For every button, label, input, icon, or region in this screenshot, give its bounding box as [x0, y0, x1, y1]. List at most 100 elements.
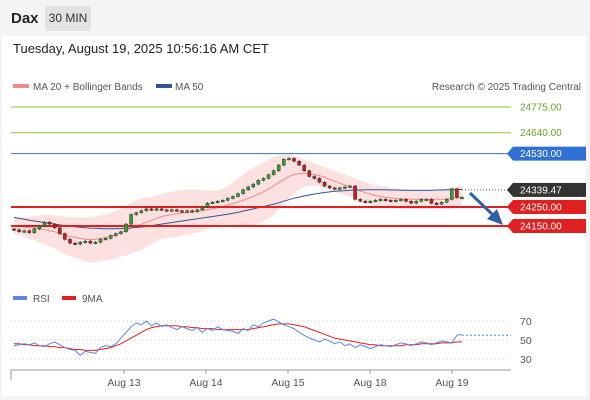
- candle-body: [159, 208, 164, 211]
- x-tick-label: Aug 13: [107, 377, 140, 389]
- candle-body: [185, 210, 189, 213]
- candle-body: [343, 186, 347, 189]
- bollinger-bands: [14, 154, 462, 263]
- x-tick-label: Aug 15: [271, 377, 304, 389]
- bollinger-band-fill: [14, 154, 462, 263]
- x-tick-label: Aug 14: [189, 377, 222, 389]
- candle-body: [73, 242, 77, 245]
- candle-body: [266, 174, 271, 179]
- candle-body: [170, 209, 174, 212]
- candle-body: [195, 209, 200, 212]
- forecast-arrow-shaft: [468, 191, 495, 217]
- level-label-pointer-24250.00: [507, 199, 513, 214]
- candle-body: [373, 200, 378, 202]
- candle-body: [190, 210, 194, 213]
- candle-body: [353, 185, 357, 200]
- candle-body: [378, 199, 383, 202]
- candle-body: [108, 235, 113, 239]
- candle-body: [332, 187, 337, 190]
- level-label-bg-24339.47: [513, 182, 586, 197]
- rsi-panel: 70 50 30: [11, 316, 532, 366]
- candle-body: [154, 208, 159, 211]
- level-label-24530.00: 24530.00: [520, 149, 562, 160]
- level-label-24775.00: 24775.00: [520, 103, 562, 114]
- candle-body: [455, 188, 459, 198]
- chart-datetime: Tuesday, August 19, 2025 10:56:16 AM CET: [13, 41, 269, 56]
- candle-body: [409, 201, 413, 204]
- candle-body: [246, 186, 250, 191]
- candle-body: [271, 170, 276, 175]
- candle-body: [78, 241, 82, 245]
- instrument-title: Dax: [11, 10, 39, 27]
- rsi-legend-swatch: [13, 296, 27, 300]
- ma50-legend-label: MA 50: [175, 82, 204, 93]
- candle-body: [27, 230, 32, 233]
- candle-body: [297, 161, 301, 166]
- candle-body: [251, 183, 256, 188]
- candle-body: [424, 199, 429, 202]
- timeframe-button[interactable]: 30 MIN: [45, 6, 91, 31]
- candles: [12, 157, 464, 246]
- candle-body: [175, 209, 179, 212]
- candle-body: [348, 185, 352, 188]
- candle-body: [32, 228, 37, 233]
- candle-body: [88, 241, 93, 244]
- level-label-24640.00: 24640.00: [520, 128, 562, 139]
- level-label-bg-24530.00: [513, 146, 586, 161]
- candle-body: [394, 200, 398, 202]
- candle-body: [200, 206, 205, 211]
- candle-body: [119, 231, 123, 234]
- candle-body: [17, 229, 21, 232]
- header-bar: Dax 30 MIN: [0, 0, 590, 36]
- level-label-24150.00: 24150.00: [520, 222, 562, 233]
- forecast-arrow-head: [487, 209, 503, 225]
- rsi-ma-line: [14, 323, 462, 351]
- candle-body: [241, 189, 245, 194]
- rsi-tick-50: 50: [520, 335, 532, 347]
- candle-body: [236, 193, 240, 197]
- candle-body: [261, 178, 266, 181]
- candle-body: [114, 233, 118, 236]
- candle-body: [327, 185, 332, 189]
- candle-body: [22, 230, 26, 233]
- candle-body: [429, 199, 434, 204]
- candle-body: [210, 201, 215, 204]
- candle-body: [37, 225, 42, 230]
- level-label-bg-24150.00: [513, 219, 586, 233]
- candle-body: [399, 199, 403, 202]
- candle-body: [220, 200, 225, 202]
- moving-average-lines: [13, 172, 463, 241]
- candle-body: [98, 239, 103, 243]
- candle-body: [282, 159, 286, 166]
- rsi-ma-legend-label: 9MA: [82, 294, 103, 305]
- candle-body: [93, 241, 98, 244]
- candle-body: [215, 201, 220, 203]
- candle-body: [338, 187, 342, 190]
- x-tick-label: Aug 19: [435, 377, 468, 389]
- candle-body: [129, 214, 133, 225]
- candle-body: [388, 200, 393, 202]
- candle-body: [434, 202, 439, 205]
- candle-body: [58, 227, 62, 234]
- candle-body: [180, 210, 184, 213]
- rsi-ma-legend-swatch: [62, 296, 76, 300]
- candle-body: [419, 199, 424, 202]
- candle-body: [358, 199, 362, 202]
- rsi-tick-70: 70: [520, 316, 532, 328]
- level-label-pointer-24339.47: [507, 182, 513, 197]
- candle-body: [134, 212, 138, 215]
- level-label-pointer-24530.00: [507, 146, 513, 161]
- candle-body: [68, 239, 72, 244]
- candle-body: [164, 209, 169, 212]
- candle-body: [414, 201, 418, 204]
- ma20-line: [14, 172, 463, 241]
- candle-body: [226, 198, 230, 201]
- level-label-pointer-24150.00: [507, 219, 513, 233]
- candle-body: [124, 223, 128, 232]
- candle-body: [149, 208, 154, 211]
- candle-body: [460, 197, 464, 200]
- ma50-line: [13, 188, 463, 230]
- candle-body: [231, 196, 235, 199]
- ma20-legend-label: MA 20 + Bollinger Bands: [33, 82, 143, 93]
